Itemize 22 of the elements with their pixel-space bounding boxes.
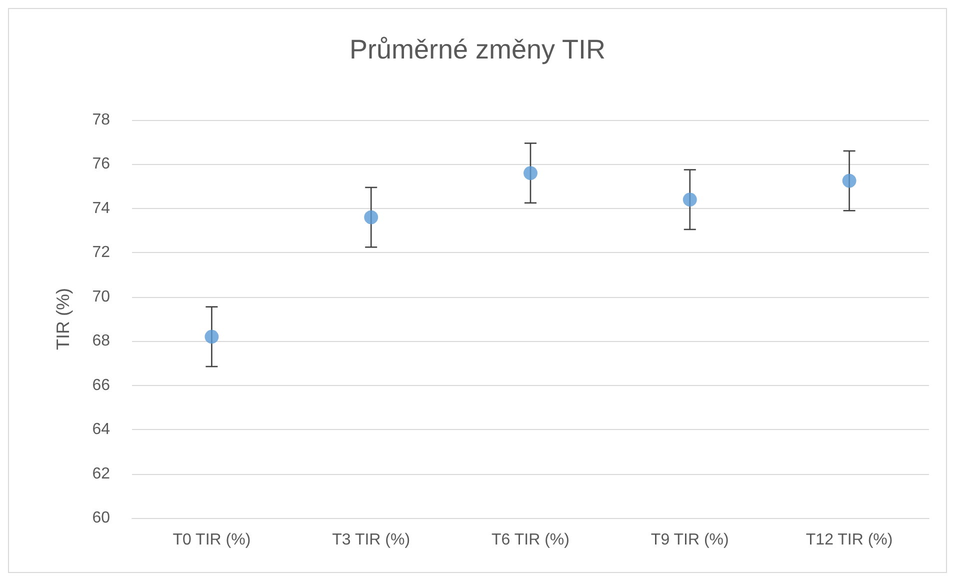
y-tick-label: 74 — [92, 200, 110, 217]
y-tick-label: 64 — [92, 421, 110, 438]
y-axis-title: TIR (%) — [53, 288, 73, 350]
point — [682, 192, 697, 207]
x-tick-label: T12 TIR (%) — [806, 532, 893, 548]
point — [842, 174, 856, 188]
y-tick-label: 70 — [92, 288, 110, 306]
y-tick-label: 62 — [92, 465, 110, 482]
point — [524, 166, 538, 180]
point — [364, 210, 378, 224]
x-tick-label: T3 TIR (%) — [332, 532, 410, 548]
x-tick-label: T9 TIR (%) — [650, 532, 729, 548]
y-tick-label: 66 — [92, 376, 110, 394]
x-tick-label: T6 TIR (%) — [492, 532, 570, 548]
chart-title: Průměrné změny TIR — [349, 34, 606, 64]
y-tick-label: 78 — [92, 112, 110, 128]
y-tick-label: 76 — [92, 156, 110, 173]
y-tick-label: 72 — [92, 244, 110, 262]
y-tick-label: 60 — [92, 510, 110, 526]
x-tick-label: T0 TIR (%) — [172, 532, 251, 548]
y-tick-label: 68 — [92, 332, 110, 350]
point — [204, 330, 219, 344]
